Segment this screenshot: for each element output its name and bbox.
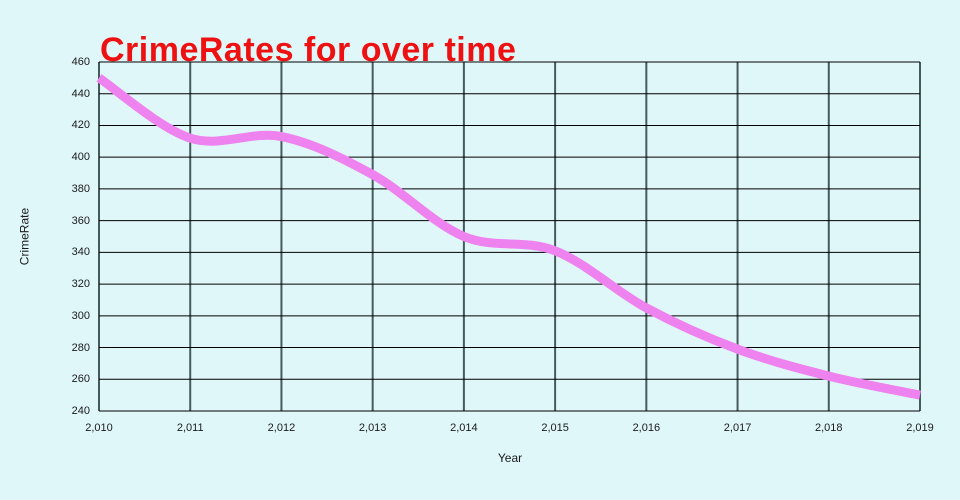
y-tick-label: 320 bbox=[71, 278, 90, 291]
x-tick-label: 2,010 bbox=[85, 422, 113, 434]
y-tick-label: 240 bbox=[71, 405, 90, 417]
y-tick-label: 260 bbox=[71, 373, 90, 386]
y-tick-label: 300 bbox=[71, 309, 90, 322]
x-tick-label: 2,013 bbox=[358, 422, 387, 434]
x-tick-label: 2,019 bbox=[906, 422, 934, 434]
x-axis-title: Year bbox=[497, 451, 523, 465]
x-tick-label: 2,011 bbox=[176, 422, 204, 434]
x-tick-label: 2,012 bbox=[267, 422, 296, 434]
y-tick-label: 360 bbox=[71, 214, 90, 227]
x-tick-label: 2,016 bbox=[632, 422, 661, 434]
y-tick-label: 420 bbox=[71, 119, 90, 132]
series-line-crimerate bbox=[96, 74, 921, 400]
y-tick-label: 400 bbox=[71, 151, 90, 164]
y-tick-label: 280 bbox=[71, 341, 90, 354]
x-tick-label: 2,015 bbox=[541, 422, 569, 434]
y-tick-label: 460 bbox=[71, 56, 90, 68]
y-tick-label: 440 bbox=[71, 87, 90, 100]
x-tick-label: 2,017 bbox=[723, 422, 752, 434]
y-axis-title: CrimeRate bbox=[17, 207, 32, 266]
y-tick-label: 340 bbox=[71, 246, 90, 259]
y-tick-label: 380 bbox=[71, 182, 90, 195]
x-tick-label: 2,018 bbox=[815, 422, 843, 434]
x-tick-label: 2,014 bbox=[450, 422, 478, 434]
